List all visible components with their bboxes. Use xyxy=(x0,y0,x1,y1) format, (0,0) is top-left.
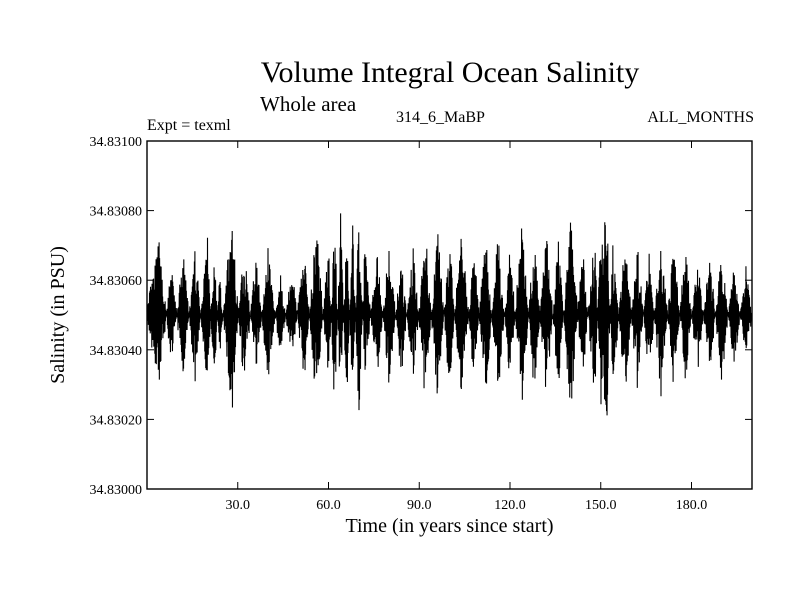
chart-title: Volume Integral Ocean Salinity xyxy=(260,56,640,89)
y-tick-label-3: 34.83060 xyxy=(90,274,143,289)
y-axis-label: Salinity (in PSU) xyxy=(47,246,69,384)
run-id-annotation: 314_6_MaBP xyxy=(396,109,485,126)
experiment-annotation: Expt = texml xyxy=(147,117,231,134)
x-tick-label-5: 180.0 xyxy=(676,498,708,513)
salinity-series-line xyxy=(146,213,753,416)
plot-frame xyxy=(146,140,753,490)
series-layer xyxy=(146,213,753,416)
x-tick-label-4: 150.0 xyxy=(585,498,617,513)
y-tick-label-2: 34.83040 xyxy=(90,344,143,359)
months-annotation: ALL_MONTHS xyxy=(647,109,754,126)
x-tick-label-2: 90.0 xyxy=(407,498,432,513)
x-tick-label-1: 60.0 xyxy=(316,498,341,513)
x-axis-label: Time (in years since start) xyxy=(345,515,554,537)
chart-subtitle: Whole area xyxy=(260,92,357,116)
tick-layer: 30.0 60.0 90.0 120.0 150.0 180.0 34.83000 34.83… xyxy=(90,135,752,513)
y-tick-label-1: 34.83020 xyxy=(90,413,143,428)
x-tick-label-3: 120.0 xyxy=(494,498,526,513)
x-tick-label-0: 30.0 xyxy=(226,498,251,513)
y-tick-label-5: 34.83100 xyxy=(90,135,143,150)
y-tick-label-0: 34.83000 xyxy=(90,483,143,498)
y-tick-label-4: 34.83080 xyxy=(90,205,143,220)
